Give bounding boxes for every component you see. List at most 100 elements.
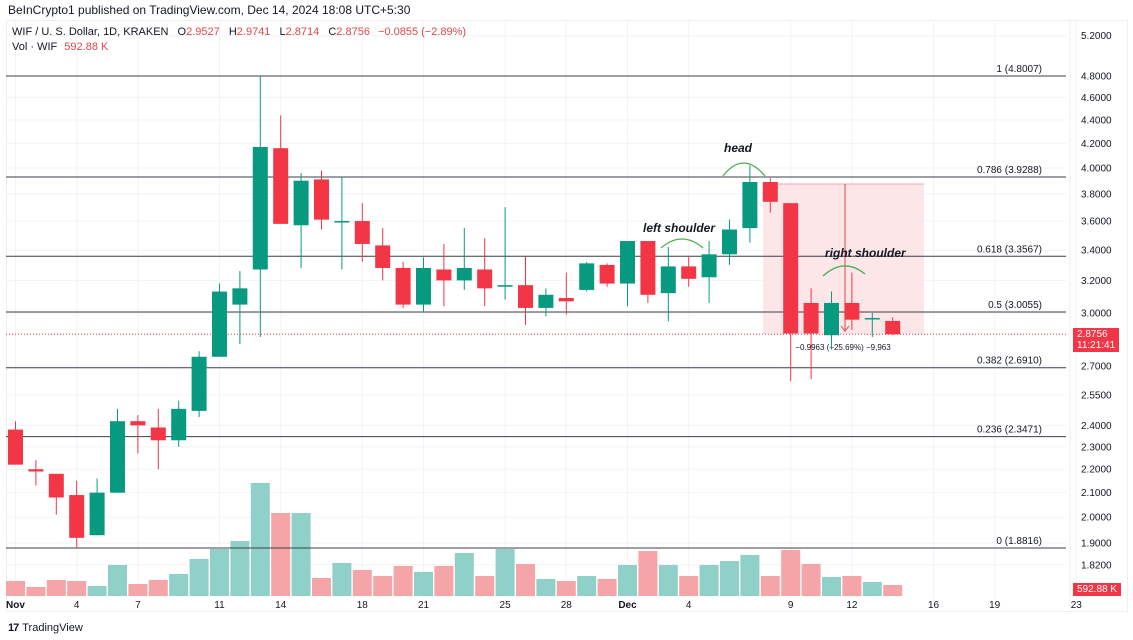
candle[interactable] xyxy=(130,414,146,454)
change-value: −0.0855 (−2.89%) xyxy=(378,26,467,38)
close-value: 2.8756 xyxy=(336,26,370,38)
candle[interactable] xyxy=(477,238,493,307)
time-tick: Dec xyxy=(618,600,637,611)
time-tick: 11 xyxy=(214,600,225,611)
price-tick: 4.0000 xyxy=(1081,163,1112,174)
candles[interactable] xyxy=(8,76,901,549)
candle[interactable] xyxy=(538,288,554,317)
fib-level-label: 0.5 (3.0055) xyxy=(988,300,1042,311)
right-shoulder-label: right shoulder xyxy=(825,246,907,260)
candle[interactable] xyxy=(252,76,268,338)
candle[interactable] xyxy=(660,246,676,322)
price-axis[interactable]: 5.2000 4.8000 4.6000 4.4000 4.2000 4.0000 3.80… xyxy=(1069,20,1112,610)
candle[interactable] xyxy=(8,421,23,465)
candle[interactable] xyxy=(701,241,717,303)
candle[interactable] xyxy=(558,272,574,315)
fib-level-label: 0.618 (3.3567) xyxy=(977,244,1042,255)
candle[interactable] xyxy=(579,261,595,292)
candle[interactable] xyxy=(212,283,227,357)
candle[interactable] xyxy=(28,460,44,486)
symbol-label[interactable]: WIF / U. S. Dollar, 1D, KRAKEN xyxy=(12,26,169,38)
candle[interactable] xyxy=(518,255,533,325)
fib-level-label: 1 (4.8007) xyxy=(996,64,1042,75)
price-tick: 2.4000 xyxy=(1081,421,1112,432)
last-price: 2.8756 xyxy=(1077,329,1108,340)
candle[interactable] xyxy=(395,261,411,308)
candle[interactable] xyxy=(620,241,635,307)
bar-countdown: 11:21:41 xyxy=(1077,340,1116,351)
fib-level-label: 0 (1.8816) xyxy=(996,536,1042,547)
low-value: 2.8714 xyxy=(285,26,320,38)
head-label: head xyxy=(724,141,753,155)
price-tick: 2.2000 xyxy=(1081,465,1112,476)
candle[interactable] xyxy=(742,165,758,243)
price-tick: 2.1000 xyxy=(1081,488,1112,499)
volume-label[interactable]: Vol · WIF xyxy=(12,41,58,53)
ohlc-row: WIF / U. S. Dollar, 1D, KRAKEN O2.9527 H… xyxy=(12,26,467,38)
price-tick: 4.4000 xyxy=(1081,115,1112,126)
open-value: 2.9527 xyxy=(186,26,220,38)
volume-bars xyxy=(6,483,903,596)
footer: 17 TradingView xyxy=(8,622,83,634)
price-tick: 2.3000 xyxy=(1081,442,1112,453)
time-tick: 14 xyxy=(275,600,287,611)
candle[interactable] xyxy=(456,228,472,290)
tradingview-brand[interactable]: TradingView xyxy=(22,622,83,634)
volume-tag: 592.88 K xyxy=(1073,583,1122,596)
time-tick: 4 xyxy=(686,600,692,611)
price-tick: 3.8000 xyxy=(1081,189,1112,200)
time-tick: 21 xyxy=(418,600,430,611)
head-and-shoulders-pattern: left shoulder head right shoulder xyxy=(643,141,907,277)
candle[interactable] xyxy=(640,241,656,303)
candle[interactable] xyxy=(885,317,901,336)
candle[interactable] xyxy=(497,207,513,300)
price-tick: 2.7000 xyxy=(1081,362,1112,373)
price-tick: 3.0000 xyxy=(1081,308,1112,319)
candle[interactable] xyxy=(150,408,166,470)
candle[interactable] xyxy=(864,312,880,338)
price-tick: 4.2000 xyxy=(1081,139,1112,150)
high-value: 2.9741 xyxy=(236,26,271,38)
candle[interactable] xyxy=(762,178,778,213)
fib-level-label: 0.236 (2.3471) xyxy=(977,425,1042,436)
candle[interactable] xyxy=(69,480,85,549)
candle[interactable] xyxy=(171,400,187,447)
volume-row: Vol · WIF 592.88 K xyxy=(12,40,466,55)
last-price-tag: 2.8756 11:21:41 xyxy=(1073,328,1120,352)
time-tick: 25 xyxy=(500,600,512,611)
candle[interactable] xyxy=(89,478,105,536)
candle[interactable] xyxy=(273,115,289,224)
measure-label: −0.9963 (−25.69%) −9,963 xyxy=(795,343,891,352)
candle[interactable] xyxy=(436,243,452,307)
time-tick: 9 xyxy=(788,600,794,611)
candle[interactable] xyxy=(293,173,309,268)
price-tick: 4.6000 xyxy=(1081,93,1112,104)
fib-level-label: 0.786 (3.9288) xyxy=(977,165,1042,176)
publisher-line: BeInCrypto1 published on TradingView.com… xyxy=(8,3,411,17)
candle[interactable] xyxy=(722,219,737,265)
candle[interactable] xyxy=(783,203,799,382)
price-tick: 4.8000 xyxy=(1081,72,1112,83)
time-tick: 23 xyxy=(1071,600,1083,611)
candle[interactable] xyxy=(314,170,329,230)
candle[interactable] xyxy=(375,228,391,281)
candle[interactable] xyxy=(354,203,370,262)
candle[interactable] xyxy=(844,272,860,331)
left-shoulder-label: left shoulder xyxy=(643,221,716,235)
chart-frame xyxy=(6,20,1128,612)
candle[interactable] xyxy=(416,257,431,312)
candle[interactable] xyxy=(191,351,207,418)
price-tick: 3.2000 xyxy=(1081,276,1112,287)
candle[interactable] xyxy=(232,271,248,345)
candle[interactable] xyxy=(334,176,350,270)
candle[interactable] xyxy=(824,291,839,350)
candle[interactable] xyxy=(803,288,819,380)
tradingview-logo-icon: 17 xyxy=(8,622,19,634)
candle[interactable] xyxy=(110,408,125,493)
candle[interactable] xyxy=(599,263,615,287)
price-tick: 1.9000 xyxy=(1081,539,1112,550)
time-axis[interactable]: Nov 4 7 11 14 18 21 25 28 Dec 4 9 12 16 19 23 xyxy=(6,600,1082,611)
candle[interactable] xyxy=(48,473,64,515)
candle[interactable] xyxy=(681,255,697,287)
